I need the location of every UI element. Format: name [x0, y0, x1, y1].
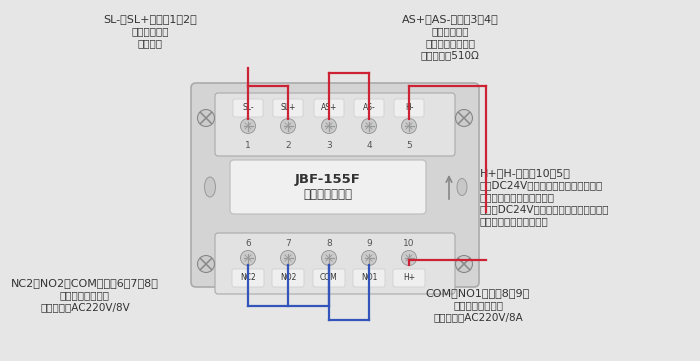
Text: 控制专线端子: 控制专线端子 — [132, 26, 169, 36]
FancyBboxPatch shape — [354, 99, 384, 117]
Circle shape — [321, 118, 337, 134]
Circle shape — [402, 251, 416, 265]
Text: 设备反馈端子: 设备反馈端子 — [431, 26, 469, 36]
Text: SL-: SL- — [242, 104, 254, 113]
Circle shape — [456, 109, 472, 126]
Circle shape — [321, 251, 337, 265]
Text: COM: COM — [320, 274, 338, 283]
Circle shape — [241, 251, 256, 265]
Text: 可提供点动触点输出信号: 可提供点动触点输出信号 — [480, 216, 549, 226]
Circle shape — [456, 256, 472, 273]
Text: 5: 5 — [406, 142, 412, 151]
FancyBboxPatch shape — [314, 99, 344, 117]
Text: NC2: NC2 — [240, 274, 256, 283]
Text: AS+: AS+ — [321, 104, 337, 113]
Circle shape — [281, 118, 295, 134]
Text: 7: 7 — [285, 239, 291, 248]
FancyBboxPatch shape — [353, 269, 385, 287]
Text: 可提供自保持触点输出信号: 可提供自保持触点输出信号 — [480, 192, 555, 202]
Text: JBF-155F: JBF-155F — [295, 173, 361, 186]
Text: AS-: AS- — [363, 104, 375, 113]
Text: H+: H+ — [403, 274, 415, 283]
Ellipse shape — [457, 178, 467, 196]
Text: AS+、AS-（端子3、4）: AS+、AS-（端子3、4） — [402, 14, 498, 24]
Text: 注意极性: 注意极性 — [137, 38, 162, 48]
FancyBboxPatch shape — [215, 93, 455, 156]
Text: 不连接DC24V，在启动或停止命令发出时: 不连接DC24V，在启动或停止命令发出时 — [480, 204, 610, 214]
Text: H-: H- — [405, 104, 413, 113]
FancyBboxPatch shape — [394, 99, 424, 117]
Circle shape — [361, 118, 377, 134]
FancyBboxPatch shape — [272, 269, 304, 287]
FancyBboxPatch shape — [313, 269, 345, 287]
Text: 4: 4 — [366, 142, 372, 151]
Text: SL-、SL+（端儇1、2）: SL-、SL+（端儇1、2） — [103, 14, 197, 24]
Ellipse shape — [204, 177, 216, 197]
Text: 9: 9 — [366, 239, 372, 248]
FancyBboxPatch shape — [232, 269, 264, 287]
Text: H+、H-（端子10、5）: H+、H-（端子10、5） — [480, 168, 571, 178]
Text: COM、NO1（端字8、9）: COM、NO1（端字8、9） — [426, 288, 530, 298]
Text: NC2、NO2、COM（端字6、7、8）: NC2、NO2、COM（端字6、7、8） — [11, 278, 159, 288]
Text: 2: 2 — [285, 142, 290, 151]
Text: 多线切换接口盒: 多线切换接口盒 — [304, 188, 353, 201]
Circle shape — [402, 118, 416, 134]
Text: 8: 8 — [326, 239, 332, 248]
FancyBboxPatch shape — [393, 269, 425, 287]
Circle shape — [281, 251, 295, 265]
FancyBboxPatch shape — [191, 83, 479, 287]
Text: SL+: SL+ — [280, 104, 295, 113]
Text: NO1: NO1 — [360, 274, 377, 283]
FancyBboxPatch shape — [215, 233, 455, 294]
Circle shape — [361, 251, 377, 265]
Text: 触点容量为AC220V/8A: 触点容量为AC220V/8A — [433, 312, 523, 322]
Text: 触点容量为AC220V/8V: 触点容量为AC220V/8V — [40, 302, 130, 312]
Text: 1: 1 — [245, 142, 251, 151]
Circle shape — [197, 256, 214, 273]
Text: 10: 10 — [403, 239, 414, 248]
Text: 启动输出动合端子: 启动输出动合端子 — [453, 300, 503, 310]
Text: 接收无源动合信号: 接收无源动合信号 — [425, 38, 475, 48]
FancyBboxPatch shape — [273, 99, 303, 117]
Text: 连接DC24V，在启动或停止命令发出时: 连接DC24V，在启动或停止命令发出时 — [480, 180, 603, 190]
FancyBboxPatch shape — [233, 99, 263, 117]
Text: NO2: NO2 — [280, 274, 296, 283]
Text: 终端电阵为510Ω: 终端电阵为510Ω — [421, 50, 480, 60]
Circle shape — [241, 118, 256, 134]
Text: 6: 6 — [245, 239, 251, 248]
Circle shape — [197, 109, 214, 126]
Text: 3: 3 — [326, 142, 332, 151]
FancyBboxPatch shape — [230, 160, 426, 214]
Text: 停止输出动合端子: 停止输出动合端子 — [60, 290, 110, 300]
